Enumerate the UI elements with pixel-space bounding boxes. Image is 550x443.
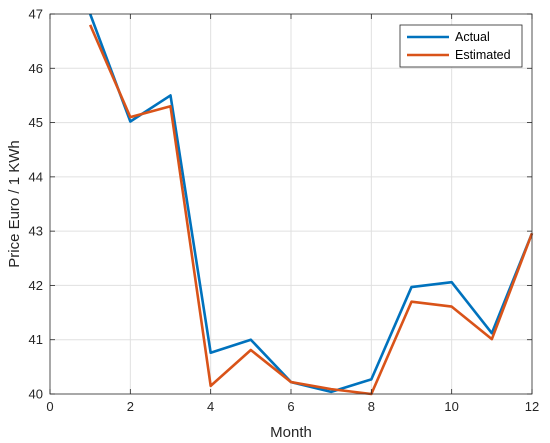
series-group [88, 13, 534, 396]
x-axis-label: Month [270, 424, 312, 441]
x-tick-label: 6 [287, 399, 294, 414]
grid [50, 14, 532, 394]
x-tick-label: 12 [525, 399, 539, 414]
y-tick-label: 44 [29, 169, 43, 184]
legend-label-actual: Actual [455, 30, 490, 44]
y-tick-label: 47 [29, 7, 43, 22]
y-axis-label: Price Euro / 1 KWh [6, 140, 23, 268]
series-line-estimated [88, 24, 534, 396]
y-tick-label: 41 [29, 332, 43, 347]
y-tick-label: 42 [29, 278, 43, 293]
x-tick-label: 0 [46, 399, 53, 414]
legend: Actual Estimated [399, 24, 523, 68]
y-tick-label: 45 [29, 115, 43, 130]
legend-box [399, 24, 523, 68]
y-tick-label: 46 [29, 61, 43, 76]
x-tick-label: 2 [127, 399, 134, 414]
legend-label-estimated: Estimated [455, 48, 511, 62]
x-tick-label: 4 [207, 399, 214, 414]
y-tick-label: 43 [29, 224, 43, 239]
series-line-actual [88, 13, 534, 394]
x-tick-label: 8 [368, 399, 375, 414]
y-tick-label: 40 [29, 387, 43, 402]
x-tick-label: 10 [444, 399, 458, 414]
